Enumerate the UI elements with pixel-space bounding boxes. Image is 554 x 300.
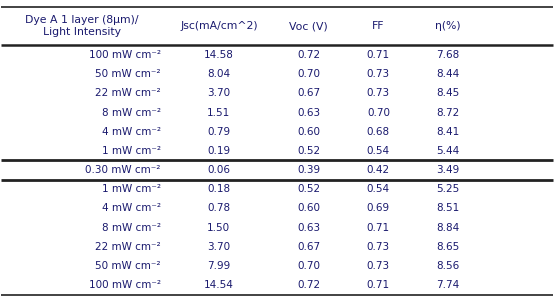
Text: 8.51: 8.51	[436, 203, 459, 213]
Text: 0.73: 0.73	[367, 261, 390, 271]
Text: 1.51: 1.51	[207, 108, 230, 118]
Text: 8.72: 8.72	[436, 108, 459, 118]
Text: 0.67: 0.67	[297, 242, 320, 252]
Text: 7.74: 7.74	[436, 280, 459, 290]
Text: 0.70: 0.70	[297, 69, 320, 79]
Text: 0.52: 0.52	[297, 184, 320, 194]
Text: 5.25: 5.25	[436, 184, 459, 194]
Text: 0.68: 0.68	[367, 127, 390, 137]
Text: 8.56: 8.56	[436, 261, 459, 271]
Text: 7.68: 7.68	[436, 50, 459, 60]
Text: 22 mW cm⁻²: 22 mW cm⁻²	[95, 242, 161, 252]
Text: Jsc(mA/cm^2): Jsc(mA/cm^2)	[180, 21, 258, 31]
Text: 0.54: 0.54	[367, 146, 390, 156]
Text: 0.39: 0.39	[297, 165, 320, 175]
Text: 14.58: 14.58	[204, 50, 234, 60]
Text: 0.63: 0.63	[297, 223, 320, 232]
Text: FF: FF	[372, 21, 384, 31]
Text: 5.44: 5.44	[436, 146, 459, 156]
Text: 100 mW cm⁻²: 100 mW cm⁻²	[89, 280, 161, 290]
Text: 0.06: 0.06	[207, 165, 230, 175]
Text: 0.70: 0.70	[297, 261, 320, 271]
Text: 8.44: 8.44	[436, 69, 459, 79]
Text: 8 mW cm⁻²: 8 mW cm⁻²	[102, 108, 161, 118]
Text: 8.84: 8.84	[436, 223, 459, 232]
Text: 1.50: 1.50	[207, 223, 230, 232]
Text: 0.54: 0.54	[367, 184, 390, 194]
Text: 8 mW cm⁻²: 8 mW cm⁻²	[102, 223, 161, 232]
Text: 0.73: 0.73	[367, 69, 390, 79]
Text: 0.18: 0.18	[207, 184, 230, 194]
Text: 7.99: 7.99	[207, 261, 230, 271]
Text: 0.73: 0.73	[367, 242, 390, 252]
Text: 0.71: 0.71	[367, 280, 390, 290]
Text: 0.73: 0.73	[367, 88, 390, 98]
Text: 0.71: 0.71	[367, 223, 390, 232]
Text: 4 mW cm⁻²: 4 mW cm⁻²	[102, 203, 161, 213]
Text: 0.72: 0.72	[297, 50, 320, 60]
Text: 0.60: 0.60	[297, 127, 320, 137]
Text: 8.45: 8.45	[436, 88, 459, 98]
Text: 0.42: 0.42	[367, 165, 390, 175]
Text: 0.30 mW cm⁻²: 0.30 mW cm⁻²	[85, 165, 161, 175]
Text: 0.72: 0.72	[297, 280, 320, 290]
Text: 3.70: 3.70	[207, 88, 230, 98]
Text: 0.71: 0.71	[367, 50, 390, 60]
Text: 1 mW cm⁻²: 1 mW cm⁻²	[102, 184, 161, 194]
Text: 4 mW cm⁻²: 4 mW cm⁻²	[102, 127, 161, 137]
Text: 50 mW cm⁻²: 50 mW cm⁻²	[95, 261, 161, 271]
Text: Dye A 1 layer (8μm)/
Light Intensity: Dye A 1 layer (8μm)/ Light Intensity	[25, 15, 138, 37]
Text: 1 mW cm⁻²: 1 mW cm⁻²	[102, 146, 161, 156]
Text: 50 mW cm⁻²: 50 mW cm⁻²	[95, 69, 161, 79]
Text: 100 mW cm⁻²: 100 mW cm⁻²	[89, 50, 161, 60]
Text: 0.78: 0.78	[207, 203, 230, 213]
Text: 3.49: 3.49	[436, 165, 459, 175]
Text: 0.70: 0.70	[367, 108, 390, 118]
Text: 8.04: 8.04	[207, 69, 230, 79]
Text: Voc (V): Voc (V)	[289, 21, 328, 31]
Text: 0.69: 0.69	[367, 203, 390, 213]
Text: 3.70: 3.70	[207, 242, 230, 252]
Text: 8.41: 8.41	[436, 127, 459, 137]
Text: 0.63: 0.63	[297, 108, 320, 118]
Text: 0.60: 0.60	[297, 203, 320, 213]
Text: 0.67: 0.67	[297, 88, 320, 98]
Text: 0.79: 0.79	[207, 127, 230, 137]
Text: 8.65: 8.65	[436, 242, 459, 252]
Text: 22 mW cm⁻²: 22 mW cm⁻²	[95, 88, 161, 98]
Text: 14.54: 14.54	[204, 280, 234, 290]
Text: η(%): η(%)	[435, 21, 460, 31]
Text: 0.52: 0.52	[297, 146, 320, 156]
Text: 0.19: 0.19	[207, 146, 230, 156]
